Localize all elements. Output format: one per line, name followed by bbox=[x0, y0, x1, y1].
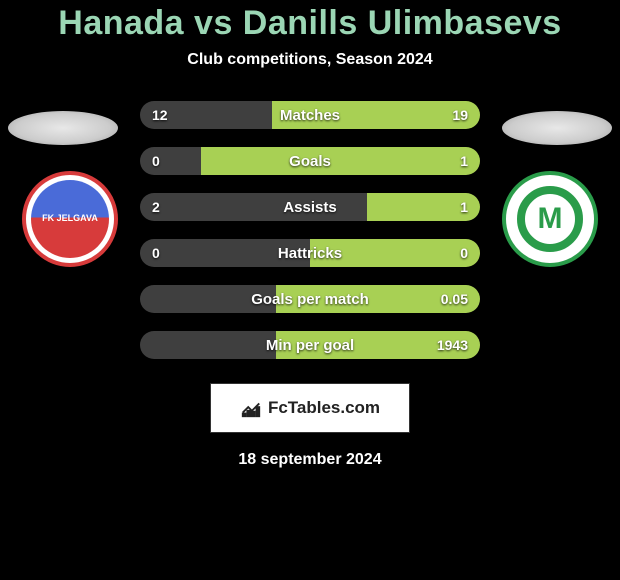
comparison-area: FK JELGAVA M Matches1219 Goals01 Assists21… bbox=[0, 101, 620, 359]
chart-icon bbox=[240, 397, 262, 419]
stat-fill-left bbox=[140, 285, 276, 313]
stat-row: Hattricks00 bbox=[140, 239, 480, 267]
stat-fill-right bbox=[201, 147, 480, 175]
stat-fill-left bbox=[140, 101, 272, 129]
stat-row: Matches1219 bbox=[140, 101, 480, 129]
stat-row: Assists21 bbox=[140, 193, 480, 221]
stat-fill-right bbox=[276, 285, 480, 313]
club-badge-right-label: M bbox=[517, 186, 583, 252]
source-badge: FcTables.com bbox=[210, 383, 410, 433]
stat-fill-right bbox=[276, 331, 480, 359]
stat-fill-left bbox=[140, 193, 367, 221]
club-badge-right: M bbox=[502, 171, 598, 267]
club-badge-left: FK JELGAVA bbox=[22, 171, 118, 267]
stat-fill-left bbox=[140, 331, 276, 359]
player-right-placeholder bbox=[502, 111, 612, 145]
stat-fill-right bbox=[310, 239, 480, 267]
club-badge-left-label: FK JELGAVA bbox=[31, 180, 109, 258]
stat-bars: Matches1219 Goals01 Assists21 Hattricks00 Go… bbox=[140, 101, 480, 359]
stat-row: Goals01 bbox=[140, 147, 480, 175]
stat-row: Goals per match0.05 bbox=[140, 285, 480, 313]
player-left-placeholder bbox=[8, 111, 118, 145]
stat-fill-right bbox=[272, 101, 480, 129]
stat-fill-left bbox=[140, 147, 201, 175]
stat-fill-right bbox=[367, 193, 480, 221]
stat-row: Min per goal1943 bbox=[140, 331, 480, 359]
subtitle: Club competitions, Season 2024 bbox=[0, 51, 620, 69]
infographic: Hanada vs Danills Ulimbasevs Club compet… bbox=[0, 0, 620, 580]
source-label: FcTables.com bbox=[268, 398, 380, 418]
page-title: Hanada vs Danills Ulimbasevs bbox=[0, 4, 620, 43]
stat-fill-left bbox=[140, 239, 310, 267]
date-line: 18 september 2024 bbox=[0, 451, 620, 469]
